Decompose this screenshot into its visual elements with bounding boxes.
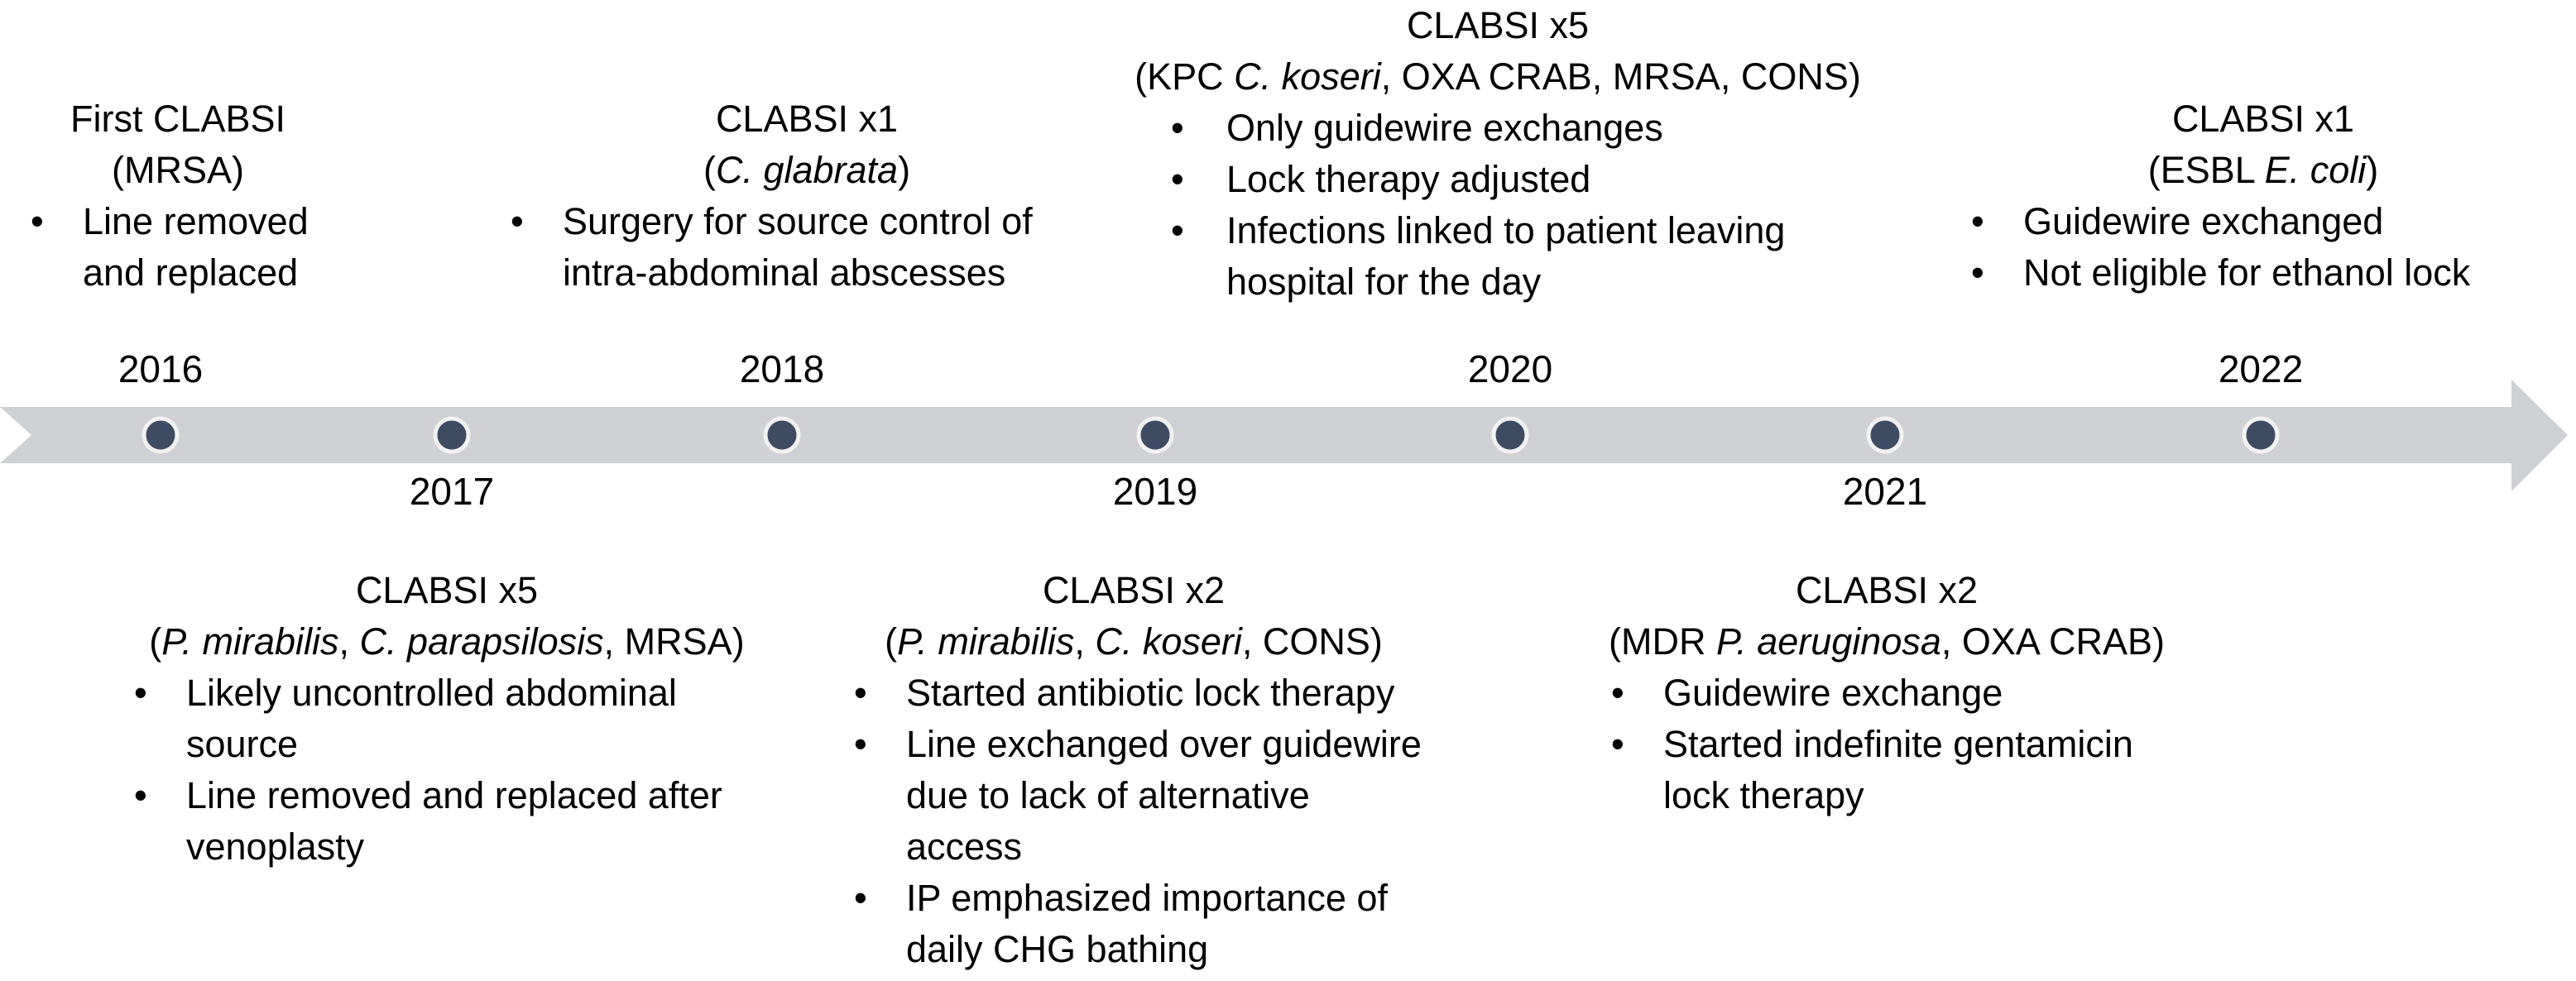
event-block-2020: CLABSI x5 (KPC C. koseri, OXA CRAB, MRSA… xyxy=(1105,0,1891,308)
timeline-dot-2016 xyxy=(142,416,180,454)
timeline-dot-2020 xyxy=(1491,416,1529,454)
bullet-item: Guidewire exchanged xyxy=(1961,196,2565,247)
event-organisms: (C. glabrata) xyxy=(703,149,911,191)
event-title: CLABSI x1 xyxy=(2171,98,2355,140)
timeline-arrow-graphic xyxy=(0,380,2568,491)
event-bullets: Started antibiotic lock therapy Line exc… xyxy=(844,668,1423,975)
event-block-2017: CLABSI x5 (P. mirabilis, C. parapsilosis… xyxy=(124,565,770,873)
event-title: CLABSI x1 xyxy=(715,98,899,140)
event-title: CLABSI x2 xyxy=(1042,569,1226,611)
event-organisms: (MRSA) xyxy=(112,149,244,191)
event-title: First CLABSI xyxy=(70,98,286,140)
year-label-2018: 2018 xyxy=(739,347,825,390)
bullet-item: Line removed and replaced xyxy=(21,196,335,299)
timeline-dot-2021 xyxy=(1866,416,1904,454)
year-label-2019: 2019 xyxy=(1112,470,1198,513)
event-organisms: (ESBL E. coli) xyxy=(2147,149,2379,191)
timeline-dot-2022 xyxy=(2242,416,2280,454)
event-title: CLABSI x2 xyxy=(1795,569,1979,611)
bullet-item: Infections linked to patient leaving hos… xyxy=(1105,205,1891,308)
event-organisms: (KPC C. koseri, OXA CRAB, MRSA, CONS) xyxy=(1134,55,1861,98)
year-label-2016: 2016 xyxy=(118,347,204,390)
event-bullets: Only guidewire exchanges Lock therapy ad… xyxy=(1105,103,1891,308)
bullet-item: Line exchanged over guidewire due to lac… xyxy=(844,719,1423,873)
bullet-item: Line removed and replaced after venoplas… xyxy=(124,770,770,873)
event-organisms: (P. mirabilis, C. koseri, CONS) xyxy=(885,620,1383,663)
year-label-2021: 2021 xyxy=(1842,470,1928,513)
event-block-2018: CLABSI x1 (C. glabrata) Surgery for sour… xyxy=(501,93,1113,299)
event-block-2022: CLABSI x1 (ESBL E. coli) Guidewire excha… xyxy=(1961,93,2565,299)
event-title: CLABSI x5 xyxy=(355,569,539,611)
bullet-item: Likely uncontrolled abdominal source xyxy=(124,668,770,770)
timeline-dot-2019 xyxy=(1136,416,1174,454)
event-organisms: (MDR P. aeruginosa, OXA CRAB) xyxy=(1609,620,2165,663)
bullet-item: IP emphasized importance of daily CHG ba… xyxy=(844,873,1423,975)
event-bullets: Guidewire exchange Started indefinite ge… xyxy=(1601,668,2172,821)
event-bullets: Line removed and replaced xyxy=(21,196,335,299)
event-block-2021: CLABSI x2 (MDR P. aeruginosa, OXA CRAB) … xyxy=(1601,565,2172,821)
bullet-item: Surgery for source control of intra-abdo… xyxy=(501,196,1113,299)
year-label-2020: 2020 xyxy=(1467,347,1553,390)
event-block-2019: CLABSI x2 (P. mirabilis, C. koseri, CONS… xyxy=(844,565,1423,975)
bullet-item: Guidewire exchange xyxy=(1601,668,2172,719)
bullet-item: Lock therapy adjusted xyxy=(1105,154,1891,205)
timeline-dot-2017 xyxy=(433,416,471,454)
bullet-item: Started indefinite gentamicin lock thera… xyxy=(1601,719,2172,821)
bullet-item: Started antibiotic lock therapy xyxy=(844,668,1423,719)
event-organisms: (P. mirabilis, C. parapsilosis, MRSA) xyxy=(149,620,745,663)
event-bullets: Likely uncontrolled abdominal source Lin… xyxy=(124,668,770,873)
event-block-2016: First CLABSI (MRSA) Line removed and rep… xyxy=(21,93,335,299)
event-title: CLABSI x5 xyxy=(1406,4,1590,46)
timeline-dot-2018 xyxy=(763,416,801,454)
event-bullets: Guidewire exchanged Not eligible for eth… xyxy=(1961,196,2565,299)
year-label-2017: 2017 xyxy=(409,470,495,513)
bullet-item: Only guidewire exchanges xyxy=(1105,103,1891,154)
bullet-item: Not eligible for ethanol lock xyxy=(1961,247,2565,299)
timeline-arrow-bar xyxy=(0,380,2568,491)
event-bullets: Surgery for source control of intra-abdo… xyxy=(501,196,1113,299)
year-label-2022: 2022 xyxy=(2218,347,2304,390)
